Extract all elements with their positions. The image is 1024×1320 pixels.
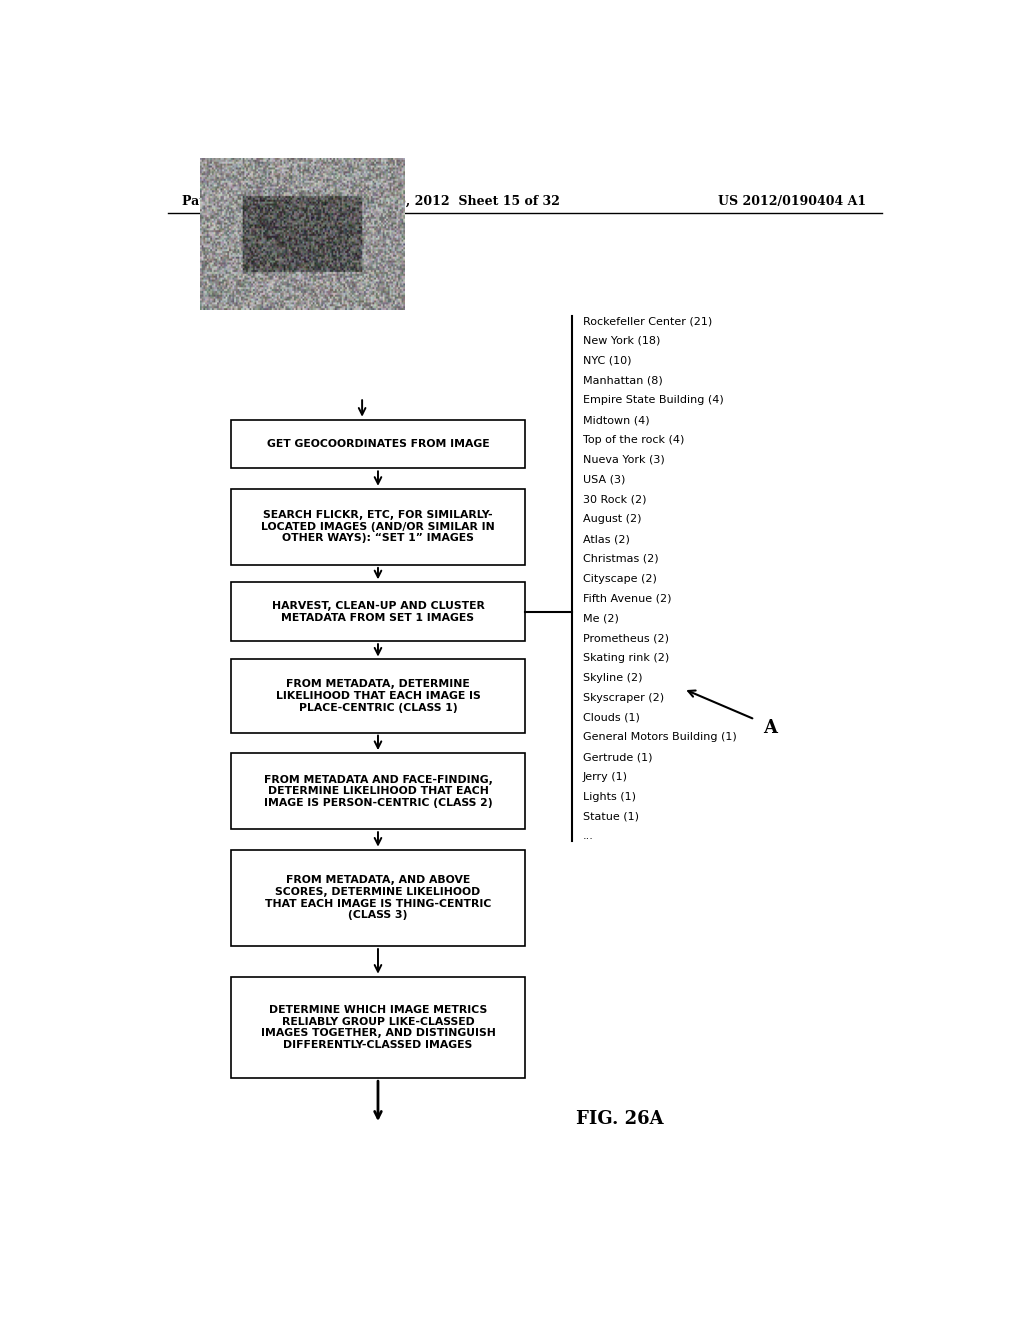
Text: SEARCH FLICKR, ETC, FOR SIMILARLY-
LOCATED IMAGES (AND/OR SIMILAR IN
OTHER WAYS): SEARCH FLICKR, ETC, FOR SIMILARLY- LOCAT… (261, 511, 495, 544)
Text: Rockefeller Center (21): Rockefeller Center (21) (583, 315, 712, 326)
Text: Jerry (1): Jerry (1) (583, 772, 628, 781)
Text: New York (18): New York (18) (583, 335, 660, 346)
Text: Fifth Avenue (2): Fifth Avenue (2) (583, 594, 672, 603)
Text: ...: ... (583, 832, 594, 841)
Text: Atlas (2): Atlas (2) (583, 535, 630, 544)
Text: Top of the rock (4): Top of the rock (4) (583, 436, 684, 445)
Bar (231, 488, 524, 565)
Text: FROM METADATA AND FACE-FINDING,
DETERMINE LIKELIHOOD THAT EACH
IMAGE IS PERSON-C: FROM METADATA AND FACE-FINDING, DETERMIN… (263, 775, 493, 808)
Bar (231, 420, 524, 469)
Text: Me (2): Me (2) (583, 614, 618, 623)
Text: Midtown (4): Midtown (4) (583, 414, 649, 425)
Text: Patent Application Publication: Patent Application Publication (182, 194, 397, 207)
Text: Statue (1): Statue (1) (583, 812, 639, 821)
Bar (231, 752, 524, 829)
Text: Cityscape (2): Cityscape (2) (583, 574, 656, 583)
Text: USA (3): USA (3) (583, 475, 625, 484)
Text: August (2): August (2) (583, 515, 641, 524)
Bar (231, 660, 524, 733)
Bar (231, 977, 524, 1078)
Text: FROM METADATA, AND ABOVE
SCORES, DETERMINE LIKELIHOOD
THAT EACH IMAGE IS THING-C: FROM METADATA, AND ABOVE SCORES, DETERMI… (265, 875, 492, 920)
Text: Skyline (2): Skyline (2) (583, 673, 642, 682)
Text: Empire State Building (4): Empire State Building (4) (583, 395, 724, 405)
Text: General Motors Building (1): General Motors Building (1) (583, 733, 736, 742)
Bar (231, 582, 524, 642)
Text: FROM METADATA, DETERMINE
LIKELIHOOD THAT EACH IMAGE IS
PLACE-CENTRIC (CLASS 1): FROM METADATA, DETERMINE LIKELIHOOD THAT… (275, 680, 480, 713)
Text: Gertrude (1): Gertrude (1) (583, 752, 652, 762)
Text: HARVEST, CLEAN-UP AND CLUSTER
METADATA FROM SET 1 IMAGES: HARVEST, CLEAN-UP AND CLUSTER METADATA F… (271, 601, 484, 623)
Text: Manhattan (8): Manhattan (8) (583, 375, 663, 385)
Text: Clouds (1): Clouds (1) (583, 713, 640, 722)
Text: Skyscraper (2): Skyscraper (2) (583, 693, 664, 702)
Text: NYC (10): NYC (10) (583, 355, 631, 366)
Text: FIG. 26A: FIG. 26A (577, 1110, 664, 1127)
Text: Lights (1): Lights (1) (583, 792, 636, 801)
Text: A: A (763, 718, 777, 737)
Text: Christmas (2): Christmas (2) (583, 554, 658, 564)
Text: 30 Rock (2): 30 Rock (2) (583, 495, 646, 504)
Text: US 2012/0190404 A1: US 2012/0190404 A1 (718, 194, 866, 207)
Text: Jul. 26, 2012  Sheet 15 of 32: Jul. 26, 2012 Sheet 15 of 32 (361, 194, 561, 207)
Text: GET GEOCOORDINATES FROM IMAGE: GET GEOCOORDINATES FROM IMAGE (266, 440, 489, 449)
Text: Skating rink (2): Skating rink (2) (583, 653, 669, 663)
Text: DETERMINE WHICH IMAGE METRICS
RELIABLY GROUP LIKE-CLASSED
IMAGES TOGETHER, AND D: DETERMINE WHICH IMAGE METRICS RELIABLY G… (260, 1005, 496, 1049)
Text: Prometheus (2): Prometheus (2) (583, 634, 669, 643)
Text: Nueva York (3): Nueva York (3) (583, 455, 665, 465)
Bar (231, 850, 524, 946)
